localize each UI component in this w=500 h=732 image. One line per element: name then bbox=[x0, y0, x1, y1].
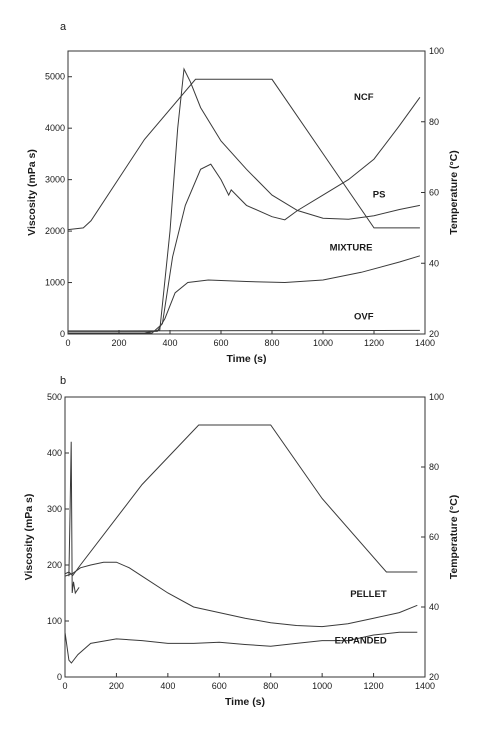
x-tick-label: 600 bbox=[212, 681, 227, 691]
series-line-pellet bbox=[64, 561, 418, 628]
y-right-tick-label: 100 bbox=[429, 392, 444, 402]
y-right-axis-label: Temperature (°C) bbox=[448, 495, 460, 580]
y-left-tick-label: 5000 bbox=[45, 72, 65, 82]
x-tick-label: 1200 bbox=[364, 681, 384, 691]
x-tick-label: 1200 bbox=[364, 338, 384, 348]
y-right-tick-label: 60 bbox=[429, 532, 439, 542]
series-line-temperature bbox=[67, 78, 420, 231]
y-right-tick-label: 80 bbox=[429, 117, 439, 127]
y-right-tick-label: 40 bbox=[429, 258, 439, 268]
y-left-axis-label: Viscosity (mPa s) bbox=[26, 149, 38, 236]
series-line-ps bbox=[68, 97, 421, 334]
x-tick-label: 400 bbox=[162, 338, 177, 348]
y-right-axis-label: Temperature (°C) bbox=[448, 150, 460, 235]
y-left-tick-label: 0 bbox=[60, 329, 65, 339]
x-tick-label: 200 bbox=[111, 338, 126, 348]
x-tick-label: 1000 bbox=[312, 681, 332, 691]
series-line-spike bbox=[68, 441, 80, 595]
series-label-mixture: MIXTURE bbox=[330, 243, 373, 254]
y-left-tick-label: 0 bbox=[57, 672, 62, 682]
series-line-ncf bbox=[68, 67, 420, 334]
y-left-tick-label: 500 bbox=[47, 392, 62, 402]
x-tick-label: 1400 bbox=[415, 681, 435, 691]
x-tick-label: 200 bbox=[109, 681, 124, 691]
panel-label: a bbox=[60, 21, 67, 33]
x-tick-label: 800 bbox=[263, 681, 278, 691]
x-axis-label: Time (s) bbox=[226, 353, 266, 365]
y-right-tick-label: 100 bbox=[429, 46, 444, 56]
chart-panel-a: a 0 200 400 600 800 1000 1200 1400 0 1000 2000 3000 4… bbox=[26, 21, 460, 365]
y-left-axis-label: Viscosity (mPa s) bbox=[23, 494, 35, 581]
x-axis-label: Time (s) bbox=[225, 696, 265, 708]
y-left-tick-label: 1000 bbox=[45, 278, 65, 288]
y-left-tick-label: 200 bbox=[47, 560, 62, 570]
series-line-temperature bbox=[64, 424, 418, 577]
series-label-expanded: EXPANDED bbox=[335, 635, 387, 646]
x-tick-label: 1000 bbox=[313, 338, 333, 348]
series-label-ovf: OVF bbox=[354, 312, 374, 323]
panel-label: b bbox=[60, 375, 66, 387]
x-tick-label: 0 bbox=[62, 681, 67, 691]
x-tick-label: 600 bbox=[213, 338, 228, 348]
series-label-ncf: NCF bbox=[354, 92, 374, 103]
y-left-tick-label: 300 bbox=[47, 504, 62, 514]
y-right-tick-label: 60 bbox=[429, 188, 439, 198]
y-left-tick-label: 400 bbox=[47, 448, 62, 458]
x-tick-label: 800 bbox=[264, 338, 279, 348]
series-label-ps: PS bbox=[373, 190, 386, 201]
series-label-pellet: PELLET bbox=[350, 589, 387, 600]
y-right-tick-label: 40 bbox=[429, 602, 439, 612]
chart-panel-b: b 0 200 400 600 800 1000 1200 1400 0 100 200 300 400 5… bbox=[23, 375, 460, 708]
y-right-tick-label: 80 bbox=[429, 462, 439, 472]
y-right-tick-label: 20 bbox=[429, 672, 439, 682]
y-right-tick-label: 20 bbox=[429, 329, 439, 339]
x-tick-label: 0 bbox=[65, 338, 70, 348]
y-left-tick-label: 2000 bbox=[45, 226, 65, 236]
y-left-tick-label: 4000 bbox=[45, 123, 65, 133]
series-line-ovf bbox=[67, 329, 420, 332]
x-tick-label: 400 bbox=[160, 681, 175, 691]
y-left-tick-label: 3000 bbox=[45, 175, 65, 185]
series-line-expanded bbox=[64, 631, 418, 664]
series-line-mixture bbox=[68, 255, 421, 332]
x-tick-label: 1400 bbox=[415, 338, 435, 348]
y-left-tick-label: 100 bbox=[47, 616, 62, 626]
